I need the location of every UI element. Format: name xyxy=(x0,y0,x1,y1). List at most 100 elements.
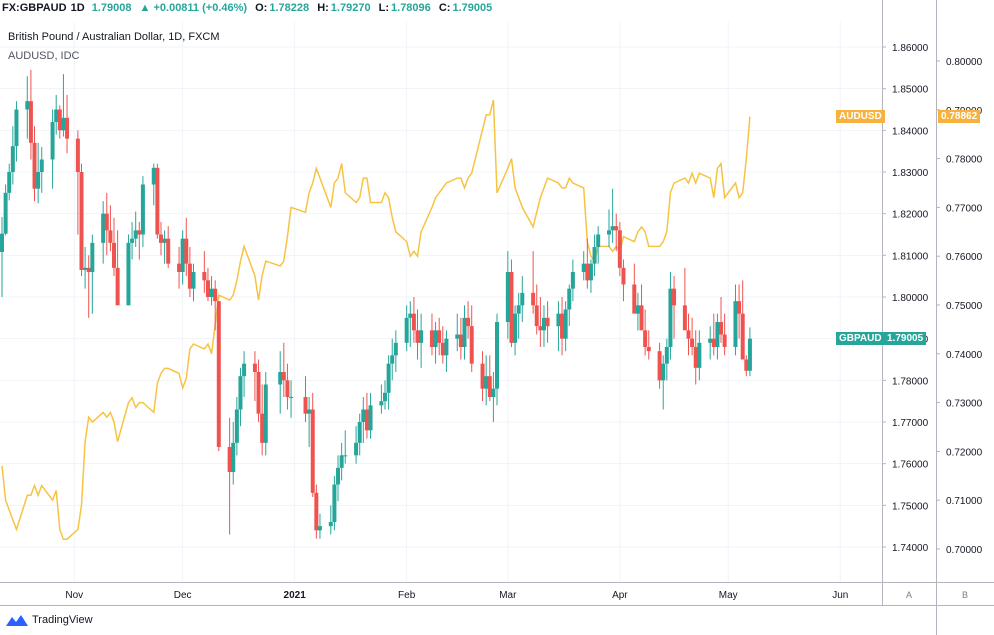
audusd-tick-label: 0.70000 xyxy=(946,545,983,556)
axis-a-button[interactable]: A xyxy=(906,590,913,600)
candle-down xyxy=(260,384,265,456)
overlay-series-legend[interactable]: AUDUSD, IDC xyxy=(8,50,80,62)
candle-up xyxy=(61,74,66,137)
candle-body xyxy=(668,288,673,347)
candle-body xyxy=(281,372,286,381)
candle-down xyxy=(415,309,420,360)
candle-down xyxy=(429,313,434,356)
candle-body xyxy=(354,442,359,456)
candle-body xyxy=(213,288,218,302)
candle-body xyxy=(32,142,37,189)
candle-up xyxy=(7,163,12,201)
candle-body xyxy=(25,101,30,110)
candle-down xyxy=(711,313,716,356)
candle-body xyxy=(513,313,518,343)
candle-up xyxy=(307,397,312,447)
candle-down xyxy=(364,392,369,439)
candle-body xyxy=(364,409,369,431)
candle-body xyxy=(86,267,91,272)
main-series-legend[interactable]: British Pound / Australian Dollar, 1D, F… xyxy=(8,31,220,43)
candle-down xyxy=(509,259,514,347)
candle-down xyxy=(158,222,163,256)
candle-body xyxy=(209,288,214,297)
candle-body xyxy=(260,413,265,443)
candle-body xyxy=(719,322,724,335)
candle-down xyxy=(310,392,315,497)
candle-down xyxy=(86,255,91,318)
candle-body xyxy=(379,401,384,406)
candle-body xyxy=(83,267,88,270)
interval-label[interactable]: 1D xyxy=(70,2,85,14)
candle-body xyxy=(516,305,521,314)
candle-up xyxy=(513,305,518,356)
axis-b-button[interactable]: B xyxy=(962,590,969,600)
audusd-tick-label: 0.72000 xyxy=(946,447,983,458)
candle-down xyxy=(632,263,637,314)
candle-up xyxy=(520,276,525,322)
candle-body xyxy=(36,172,41,189)
candle-body xyxy=(104,213,109,231)
candle-down xyxy=(166,226,171,268)
candle-body xyxy=(437,330,442,343)
candle-body xyxy=(639,305,644,331)
candle-up xyxy=(592,234,597,277)
candle-up xyxy=(455,313,460,352)
candle-body xyxy=(588,263,593,281)
candle-up xyxy=(328,505,333,535)
time-scale[interactable]: Nov Dec 2021 Feb Mar Apr May Jun xyxy=(65,590,848,601)
candle-body xyxy=(314,492,319,531)
candle-body xyxy=(242,363,247,377)
candle-body xyxy=(585,263,590,281)
candle-body xyxy=(567,288,572,310)
candle-down xyxy=(585,238,590,289)
candle-body xyxy=(126,242,131,306)
candle-body xyxy=(50,122,55,160)
candle-body xyxy=(289,397,294,398)
candle-up xyxy=(191,263,196,302)
candle-body xyxy=(690,338,695,347)
audusd-line xyxy=(1,99,751,540)
candle-up xyxy=(610,188,615,243)
gbpaud-tick-label: 1.80000 xyxy=(892,293,929,304)
candle-body xyxy=(162,238,167,243)
candle-down xyxy=(672,276,677,339)
candle-up xyxy=(697,330,702,381)
candle-body xyxy=(180,238,185,272)
time-tick-label: 2021 xyxy=(284,590,307,601)
candle-down xyxy=(643,309,648,356)
audusd-price-scale[interactable]: 0.800000.790000.780000.770000.760000.750… xyxy=(936,57,983,556)
candle-up xyxy=(390,338,395,381)
candle-body xyxy=(205,280,210,297)
candle-down xyxy=(314,484,319,539)
candle-body xyxy=(115,267,120,306)
footer-branding[interactable]: TradingView xyxy=(6,614,93,626)
candle-body xyxy=(361,409,366,422)
candle-body xyxy=(216,301,221,447)
low-label: L: xyxy=(378,2,390,14)
candle-body xyxy=(491,388,496,397)
candle-body xyxy=(646,347,651,352)
candle-up xyxy=(317,513,322,539)
gbpaud-price-scale[interactable]: 1.86000 1.85000 1.84000 1.83000 1.82000 1.810… xyxy=(882,43,929,554)
candle-down xyxy=(155,163,160,239)
candle-down xyxy=(411,297,416,343)
candle-body xyxy=(592,247,597,264)
gbpaud-tick-label: 1.77000 xyxy=(892,418,929,429)
open-label: O: xyxy=(255,2,268,14)
candle-up xyxy=(54,94,59,135)
candle-body xyxy=(715,322,720,347)
symbol-label[interactable]: FX:GBPAUD xyxy=(2,2,67,14)
candle-body xyxy=(227,447,232,472)
candle-body xyxy=(621,267,626,285)
candle-up xyxy=(635,292,640,331)
candle-body xyxy=(317,526,322,531)
change-value: ▲ +0.00811 (+0.46%) xyxy=(139,2,248,14)
candle-body xyxy=(733,301,738,347)
candle-body xyxy=(151,167,156,185)
candle-down xyxy=(466,301,471,339)
candle-body xyxy=(368,405,373,431)
candle-body xyxy=(505,272,510,322)
audusd-tick-label: 0.73000 xyxy=(946,399,983,410)
